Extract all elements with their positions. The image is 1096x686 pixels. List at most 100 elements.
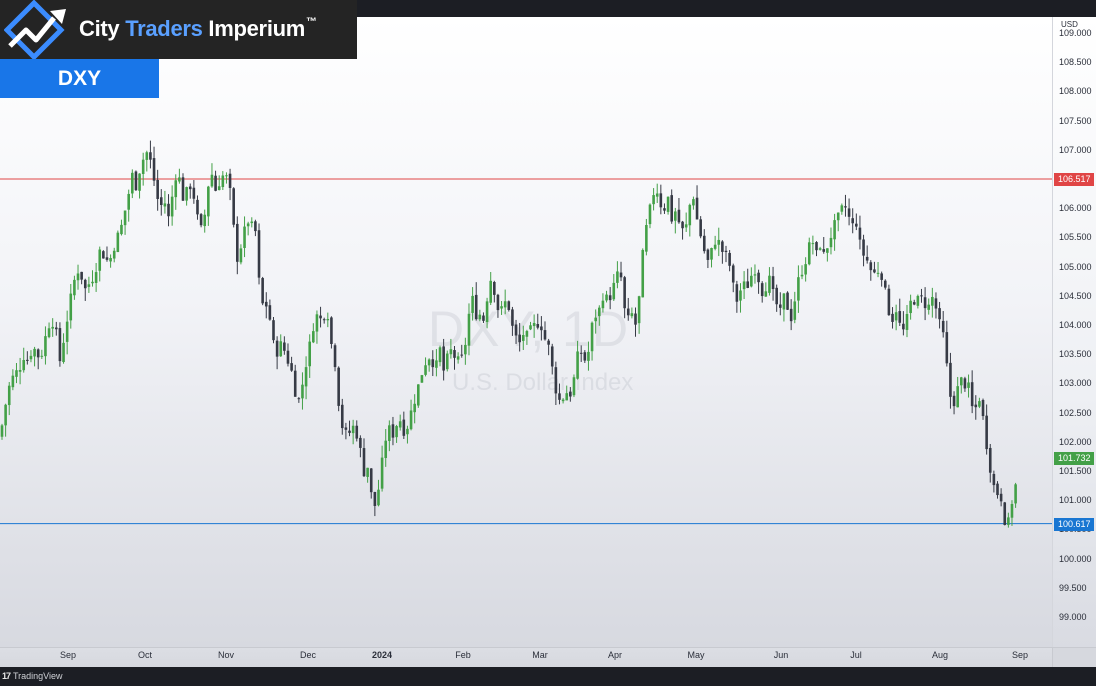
- last-price-label: 101.732: [1054, 452, 1094, 466]
- candle-down: [540, 316, 543, 341]
- candle-down: [359, 435, 362, 458]
- candle-down: [746, 268, 750, 289]
- price-tick-label: 105.500: [1059, 232, 1092, 243]
- bottom-bar: [0, 667, 1096, 686]
- candle-up: [645, 218, 648, 256]
- candle-down: [880, 271, 883, 287]
- candle-down: [938, 301, 941, 329]
- candle-down: [731, 263, 735, 293]
- candle-up: [279, 334, 283, 357]
- time-axis[interactable]: [0, 647, 1052, 668]
- candle-down: [677, 197, 681, 224]
- candle-up: [301, 372, 304, 410]
- price-tick-label: 106.000: [1059, 203, 1092, 214]
- candle-down: [775, 284, 778, 312]
- candle-up: [1014, 482, 1017, 508]
- candle-up: [485, 297, 489, 329]
- candle-down: [992, 470, 996, 493]
- time-tick-label: May: [687, 650, 705, 660]
- candle-up: [931, 287, 934, 318]
- candle-up: [51, 318, 54, 337]
- candle-down: [583, 350, 587, 363]
- candle-down: [728, 250, 731, 272]
- candle-down: [362, 438, 366, 478]
- candle-down: [373, 491, 377, 517]
- time-tick-label: Aug: [931, 650, 949, 660]
- candle-up: [377, 479, 380, 507]
- candle-down: [858, 215, 862, 250]
- candle-down: [192, 180, 196, 204]
- candle-down: [333, 343, 337, 372]
- candle-up: [366, 467, 369, 483]
- candle-up: [243, 216, 246, 258]
- candle-up: [713, 235, 717, 251]
- candle-down: [626, 297, 630, 321]
- candle-down: [999, 488, 1003, 507]
- candle-up: [445, 350, 449, 372]
- time-tick-label: Sep: [59, 650, 77, 660]
- candle-up: [684, 212, 688, 232]
- price-tick-label: 99.000: [1059, 612, 1087, 622]
- candle-up: [65, 310, 69, 355]
- candle-up: [170, 185, 174, 226]
- candle-down: [619, 261, 623, 282]
- price-tick-label: 103.000: [1059, 378, 1092, 389]
- candle-up: [840, 203, 844, 215]
- candle-up: [312, 323, 315, 344]
- candle-down: [167, 194, 170, 227]
- candle-up: [978, 397, 981, 409]
- candle-up: [587, 341, 590, 371]
- candle-down: [887, 284, 891, 316]
- candle-down: [851, 208, 854, 234]
- candle-down: [290, 356, 293, 372]
- candle-up: [836, 212, 840, 232]
- candle-up: [521, 325, 525, 350]
- candle-down: [789, 299, 793, 331]
- candle-up: [525, 329, 529, 345]
- candle-up: [18, 357, 22, 385]
- candle-up: [804, 257, 807, 282]
- time-tick-label: Sep: [1011, 650, 1029, 660]
- price-chart[interactable]: [0, 17, 1052, 647]
- candle-down: [293, 364, 297, 397]
- candle-up: [876, 262, 880, 278]
- candle-up: [47, 322, 51, 339]
- candle-up: [793, 291, 797, 324]
- brand-logo-icon: [4, 0, 66, 59]
- candle-down: [941, 311, 945, 338]
- candle-down: [873, 261, 876, 274]
- candle-up: [594, 309, 597, 334]
- candle-up: [94, 262, 98, 292]
- candle-down: [83, 278, 87, 301]
- time-tick-label: Dec: [299, 650, 317, 660]
- candle-up: [605, 290, 608, 303]
- candle-up: [449, 338, 453, 359]
- candle-down: [760, 281, 764, 303]
- candle-up: [750, 267, 753, 288]
- candle-up: [637, 295, 641, 334]
- candle-up: [438, 345, 442, 367]
- candle-up: [33, 346, 36, 367]
- price-tick-label: 107.500: [1059, 115, 1092, 126]
- candle-up: [246, 221, 250, 236]
- candle-down: [474, 282, 478, 321]
- candle-down: [912, 299, 916, 306]
- price-tick-label: 108.500: [1059, 57, 1092, 68]
- candle-up: [572, 374, 576, 398]
- candle-down: [214, 170, 217, 192]
- candle-up: [833, 213, 836, 251]
- candle-up: [768, 267, 771, 296]
- chart-pane[interactable]: DXY, 1D U.S. Dollar Index: [0, 17, 1052, 647]
- candle-down: [105, 246, 109, 262]
- candle-up: [435, 349, 438, 377]
- candle-up: [641, 248, 645, 298]
- candle-up: [22, 347, 26, 373]
- candle-up: [409, 399, 413, 431]
- watermark-description: U.S. Dollar Index: [452, 369, 634, 396]
- price-axis[interactable]: 99.00099.500100.000100.500101.000101.500…: [1052, 17, 1096, 647]
- candle-up: [927, 298, 931, 315]
- candle-up: [529, 321, 532, 331]
- candle-down: [254, 219, 257, 237]
- candle-down: [188, 183, 192, 199]
- candle-down: [518, 322, 521, 352]
